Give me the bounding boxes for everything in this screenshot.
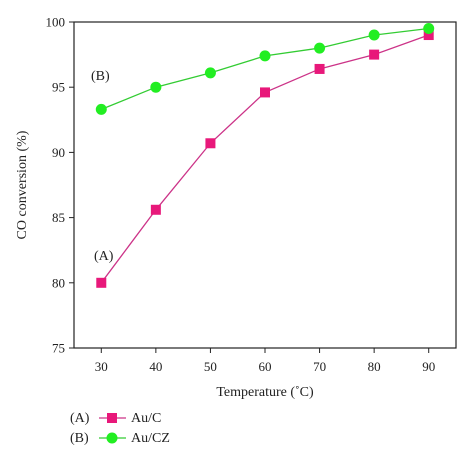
legend-item-au-c: (A) Au/C <box>70 411 161 426</box>
data-point-au-c <box>150 204 161 215</box>
legend-marker-au-c <box>107 413 117 423</box>
series-b-annotation: (B) <box>91 69 110 84</box>
y-axis-ticks: 75 80 85 90 95 100 <box>46 15 74 356</box>
legend-marker-au-cz <box>106 432 118 444</box>
x-tick-label: 90 <box>422 359 435 374</box>
x-axis-title: Temperature (˚C) <box>216 385 314 400</box>
x-tick-label: 80 <box>368 359 381 374</box>
y-tick-label: 100 <box>46 15 66 30</box>
data-point-au-c <box>205 138 216 149</box>
x-tick-label: 50 <box>204 359 217 374</box>
y-tick-label: 95 <box>52 80 65 95</box>
data-point-au-cz <box>314 42 326 54</box>
data-point-au-cz <box>368 29 380 41</box>
y-axis-title: CO conversion (%) <box>15 130 30 239</box>
series-line-au-c <box>100 34 429 284</box>
x-tick-label: 40 <box>149 359 162 374</box>
legend-item-au-cz: (B) Au/CZ <box>70 431 170 446</box>
data-point-au-cz <box>259 50 271 62</box>
data-point-au-cz <box>150 81 162 93</box>
data-point-au-cz <box>95 103 107 115</box>
y-tick-label: 80 <box>52 275 65 290</box>
data-point-au-cz <box>204 67 216 79</box>
data-point-au-cz <box>423 23 435 35</box>
legend-label-au-c: Au/C <box>131 411 161 426</box>
x-axis-ticks: 30 40 50 60 70 80 90 <box>95 348 435 374</box>
data-point-au-c <box>423 30 434 41</box>
series-a-annotation: (A) <box>94 249 114 264</box>
data-point-au-c <box>260 87 270 98</box>
legend: (A) Au/C (B) Au/CZ <box>70 411 170 446</box>
series-layer <box>95 23 435 288</box>
data-point-au-c <box>96 277 107 288</box>
plot-frame <box>73 21 457 349</box>
legend-tag-b: (B) <box>70 431 89 446</box>
x-tick-label: 60 <box>259 359 272 374</box>
y-tick-label: 75 <box>52 341 65 356</box>
x-tick-label: 70 <box>313 359 326 374</box>
y-tick-label: 90 <box>52 145 65 160</box>
x-tick-label: 30 <box>95 359 108 374</box>
data-point-au-c <box>314 63 325 74</box>
legend-label-au-cz: Au/CZ <box>131 431 170 446</box>
y-tick-label: 85 <box>52 210 65 225</box>
data-point-au-c <box>369 49 380 60</box>
legend-tag-a: (A) <box>70 411 90 426</box>
